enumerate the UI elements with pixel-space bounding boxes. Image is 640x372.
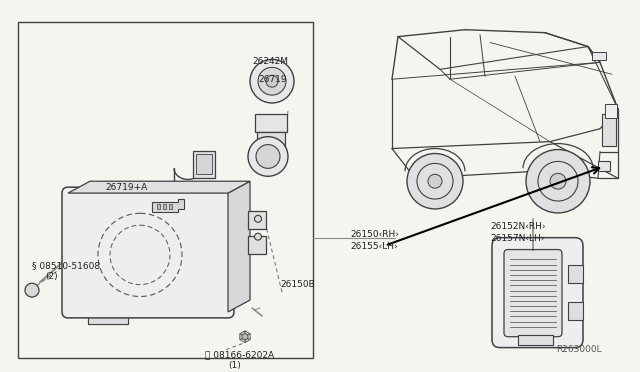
Circle shape (258, 67, 286, 95)
Bar (605, 104, 617, 118)
Text: 26719+A: 26719+A (105, 183, 147, 192)
Text: Ⓑ 08166-6202A: Ⓑ 08166-6202A (205, 350, 274, 360)
Polygon shape (240, 331, 245, 337)
Bar (602, 114, 616, 145)
Text: 26152N‹RH›: 26152N‹RH› (490, 222, 545, 231)
Circle shape (526, 150, 590, 213)
Circle shape (255, 233, 262, 240)
Text: (1): (1) (228, 362, 241, 371)
Bar (163, 204, 166, 209)
Polygon shape (228, 181, 250, 312)
Circle shape (256, 145, 280, 169)
Text: 26242M: 26242M (252, 57, 288, 67)
Text: 26719: 26719 (258, 75, 287, 84)
FancyBboxPatch shape (504, 250, 562, 337)
Text: (2): (2) (45, 272, 58, 281)
Circle shape (242, 334, 248, 340)
Text: 26150‹RH›: 26150‹RH› (350, 230, 399, 239)
Circle shape (266, 75, 278, 87)
Bar (598, 161, 610, 171)
Polygon shape (245, 337, 250, 343)
Bar (568, 265, 583, 283)
Text: § 08510-51608: § 08510-51608 (32, 262, 100, 270)
Bar (257, 132, 285, 145)
Bar (88, 312, 128, 324)
Polygon shape (68, 181, 250, 193)
Polygon shape (240, 337, 245, 343)
Circle shape (550, 173, 566, 189)
Bar (169, 204, 172, 209)
Text: R263000L: R263000L (556, 344, 602, 354)
Circle shape (248, 137, 288, 176)
Polygon shape (152, 199, 184, 212)
Polygon shape (245, 331, 250, 337)
Bar (568, 302, 583, 320)
Bar (193, 151, 215, 178)
Circle shape (407, 154, 463, 209)
Bar (248, 236, 266, 253)
Bar (592, 52, 606, 60)
Bar (255, 114, 287, 132)
Bar (518, 335, 553, 344)
Polygon shape (245, 334, 250, 340)
FancyBboxPatch shape (492, 238, 583, 347)
Circle shape (255, 215, 262, 222)
Bar (18, 22, 313, 359)
Circle shape (250, 60, 294, 103)
Bar (248, 211, 266, 229)
Bar (196, 154, 212, 174)
Text: 26155‹LH›: 26155‹LH› (350, 242, 397, 251)
Bar (157, 204, 160, 209)
Circle shape (428, 174, 442, 188)
Bar (88, 312, 128, 324)
Text: 26150B: 26150B (280, 280, 315, 289)
Polygon shape (240, 334, 245, 340)
Circle shape (25, 283, 39, 297)
Text: 26157N‹LH›: 26157N‹LH› (490, 234, 545, 243)
FancyBboxPatch shape (62, 187, 234, 318)
